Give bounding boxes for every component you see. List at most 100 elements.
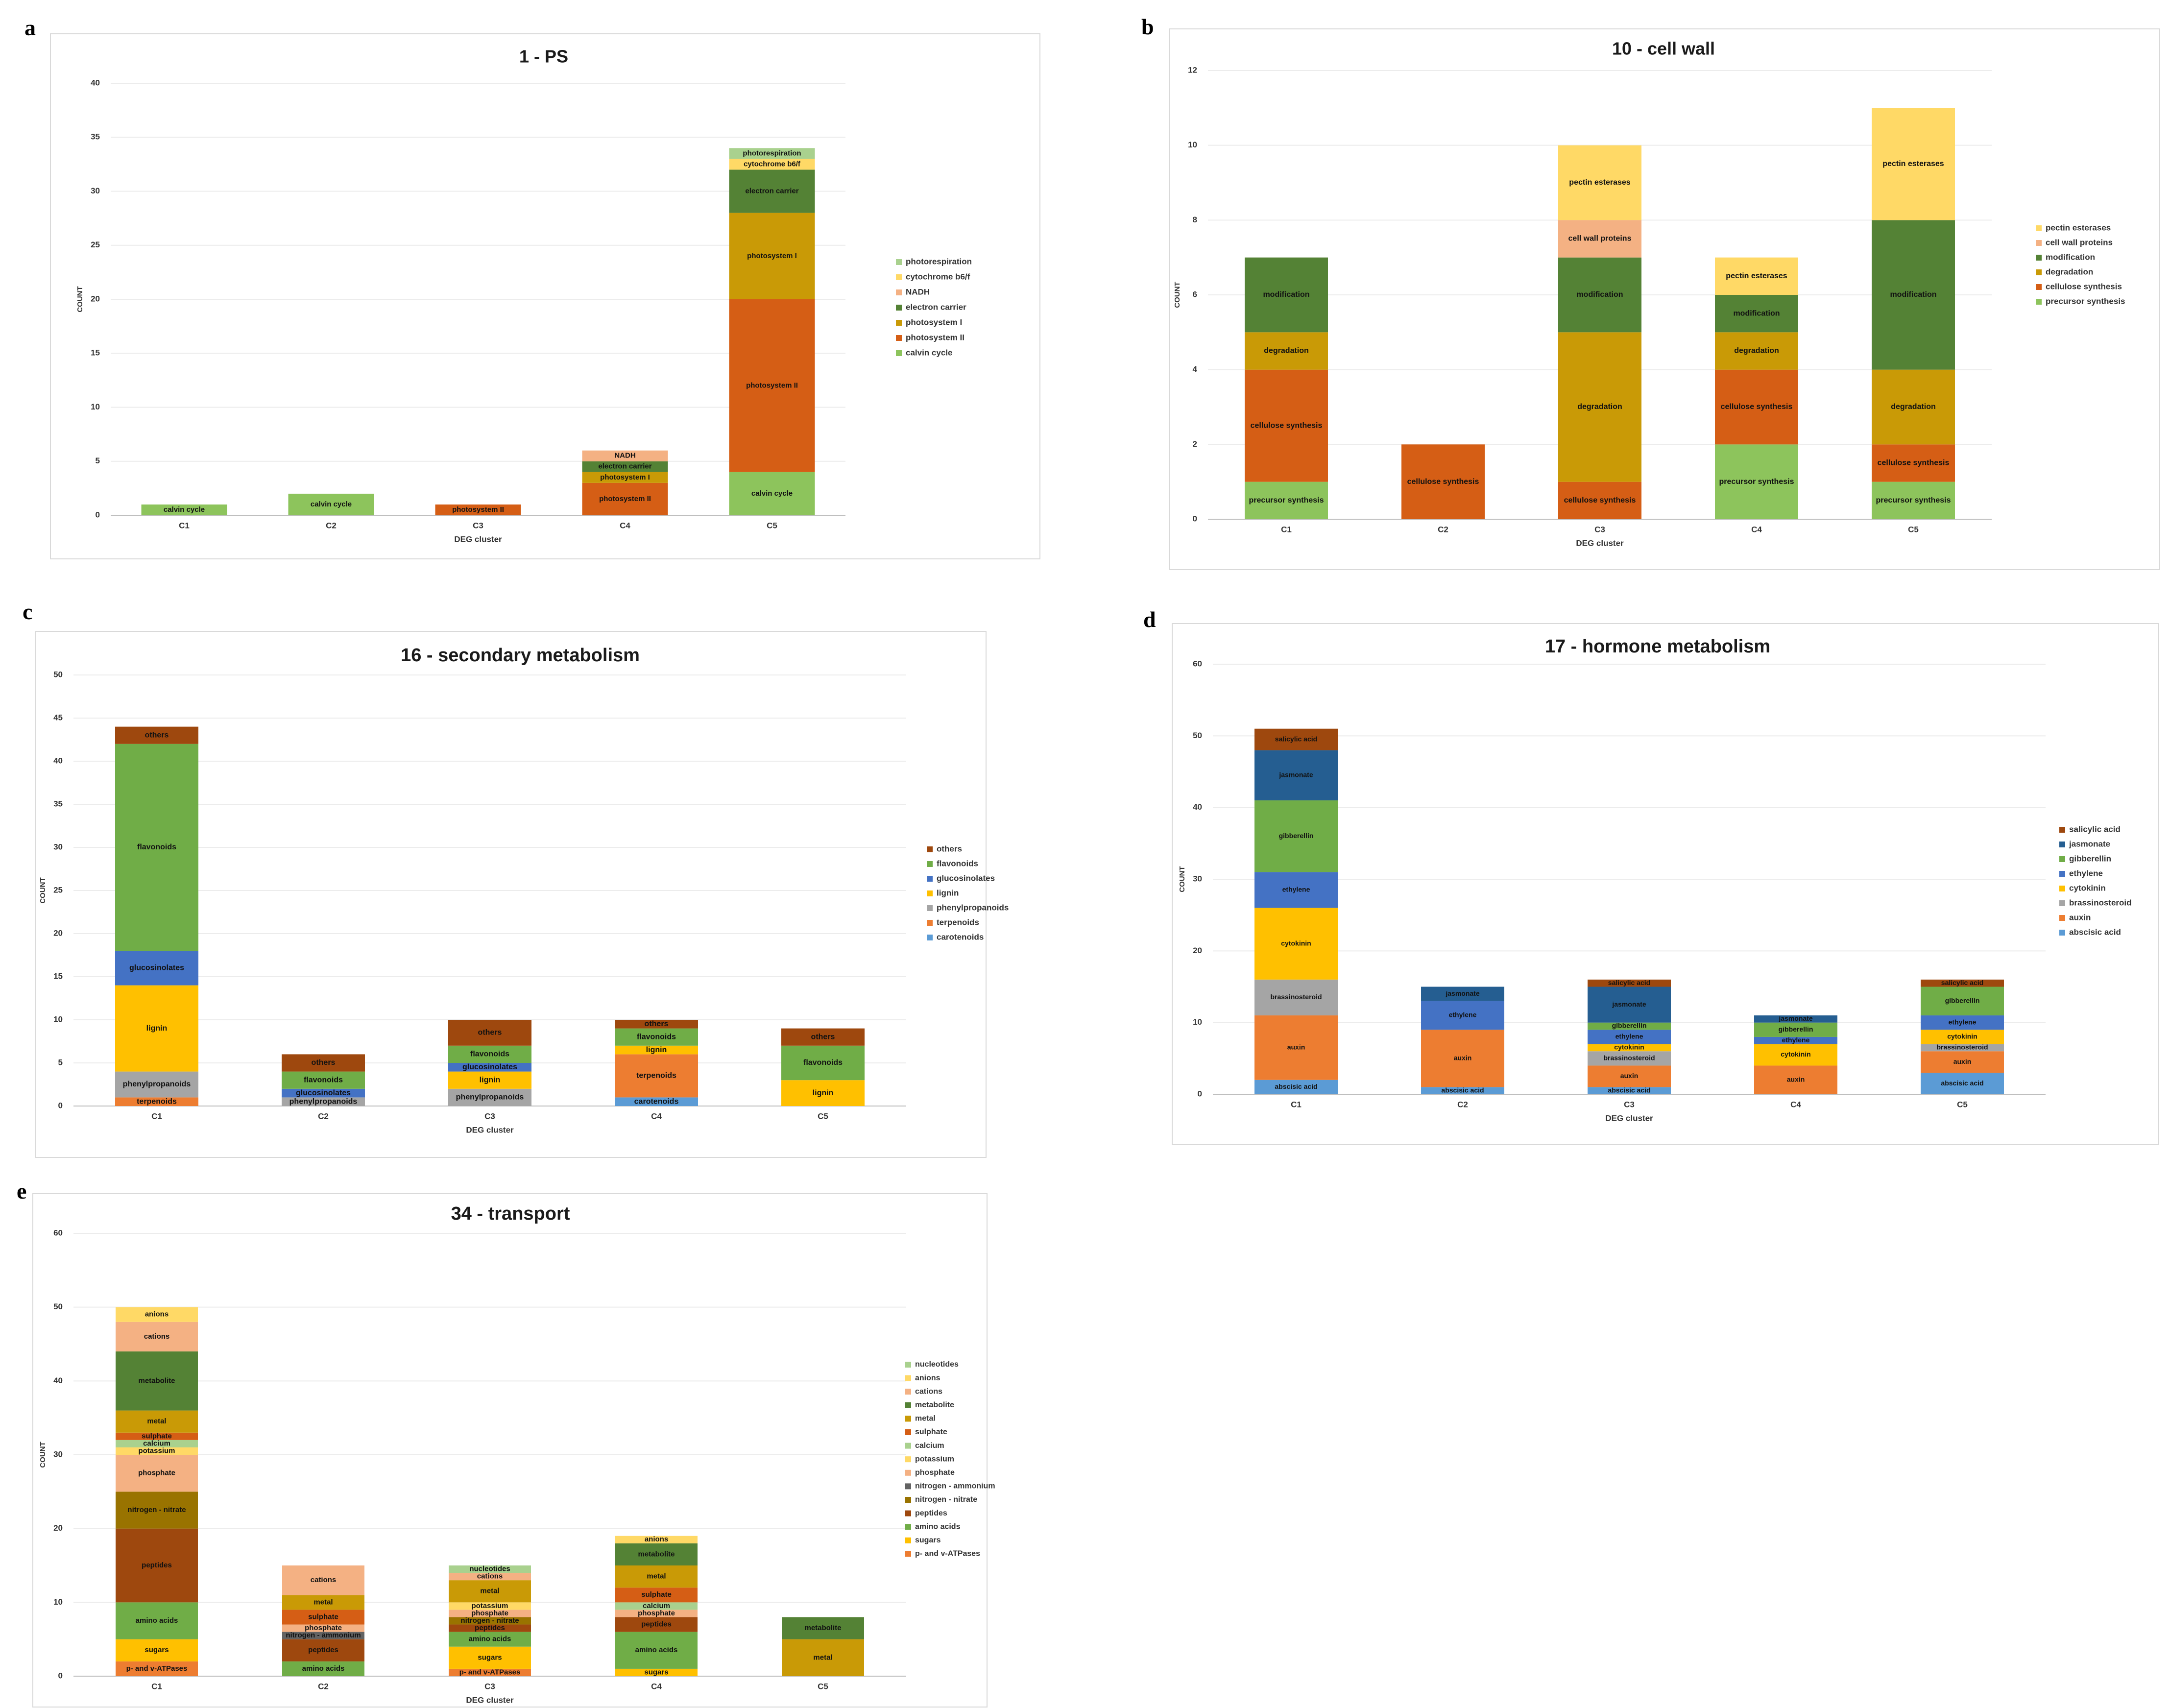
bar-segment-c1-ethylene	[1254, 872, 1338, 908]
bar-segment-c4-flavonoids	[615, 1028, 698, 1046]
bar-label-c2-phosphate: phosphate	[305, 1624, 342, 1632]
chart-ps: 1 - PS 0 5 10 15 20 25 30 35 40 COUNT DEG cluster C1…	[50, 33, 1040, 559]
bar-segment-c4-gibberellin	[1754, 1022, 1837, 1037]
y-tick-label: 50	[53, 670, 63, 679]
bar-segment-c3-amino-acids	[449, 1632, 531, 1647]
bar-segment-c1-gibberellin	[1254, 800, 1338, 872]
legend-swatch-metabolite	[905, 1402, 911, 1408]
bar-label-c4-terpenoids: terpenoids	[636, 1072, 676, 1080]
bar-label-c1-cytokinin: cytokinin	[1281, 939, 1311, 947]
bar-label-c3-metal: metal	[480, 1587, 499, 1595]
x-tick-label-c5: C5	[767, 521, 777, 530]
bar-segment-c4-photosystem-ii	[582, 482, 668, 515]
bar-segment-c5-abscisic-acid	[1921, 1073, 2004, 1094]
x-tick-label-c5: C5	[1957, 1100, 1968, 1109]
legend-label-photosystem-i: photosystem I	[906, 317, 962, 327]
legend-swatch-ethylene	[2059, 871, 2065, 877]
bar-label-c3-pectin-esterases: pectin esterases	[1569, 178, 1631, 187]
bar-label-c2-calvin-cycle: calvin cycle	[311, 500, 352, 508]
legend-swatch-electron-carrier	[896, 305, 902, 311]
y-tick-label: 20	[53, 1523, 63, 1533]
legend-label-salicylic-acid: salicylic acid	[2069, 824, 2121, 834]
bar-label-c1-salicylic-acid: salicylic acid	[1275, 735, 1317, 743]
chart-title: 34 - transport	[451, 1203, 570, 1224]
bar-segment-c4-calcium	[615, 1602, 698, 1610]
y-tick-label: 10	[1193, 1017, 1202, 1027]
bar-label-c3-amino-acids: amino acids	[469, 1635, 511, 1643]
legend-label-others: others	[937, 844, 962, 853]
bar-segment-c4-photosystem-i	[582, 472, 668, 483]
bar-label-c5-lignin: lignin	[813, 1089, 834, 1097]
bar-label-c3-abscisic-acid: abscisic acid	[1608, 1086, 1650, 1094]
legend-label-glucosinolates: glucosinolates	[937, 873, 995, 883]
bar-label-c1-precursor-synthesis: precursor synthesis	[1249, 496, 1324, 505]
bar-segment-c3-photosystem-ii	[435, 504, 521, 515]
chart-title: 10 - cell wall	[1612, 39, 1715, 59]
legend-swatch-gibberellin	[2059, 856, 2065, 862]
legend-label-gibberellin: gibberellin	[2069, 854, 2111, 863]
panel-letter-a: a	[24, 15, 36, 40]
bar-segment-c3-nucleotides	[449, 1565, 531, 1573]
bar-label-c4-metal: metal	[647, 1572, 666, 1581]
bar-label-c1-p-and-v-atpases: p- and v-ATPases	[126, 1664, 188, 1673]
bar-segment-c1-peptides	[116, 1528, 198, 1603]
bar-label-c3-jasmonate: jasmonate	[1612, 1000, 1646, 1008]
legend-swatch-p-and-v-atpases	[905, 1551, 911, 1557]
bar-segment-c2-nitrogen-ammonium	[282, 1632, 364, 1639]
x-tick-label-c2: C2	[1438, 525, 1448, 534]
x-tick-label-c5: C5	[818, 1111, 828, 1121]
bar-segment-c2-metal	[282, 1595, 364, 1610]
bar-segment-c1-flavonoids	[115, 744, 198, 951]
bar-segment-c4-terpenoids	[615, 1054, 698, 1098]
legend-swatch-photosystem-ii	[896, 335, 902, 341]
legend-swatch-phenylpropanoids	[927, 905, 933, 911]
chart-title: 17 - hormone metabolism	[1545, 636, 1770, 657]
y-tick-label: 15	[53, 971, 63, 981]
bar-segment-c4-electron-carrier	[582, 461, 668, 472]
bar-segment-c3-cations	[449, 1573, 531, 1581]
bar-segment-c5-flavonoids	[781, 1045, 865, 1081]
bar-segment-c2-ethylene	[1421, 1001, 1504, 1030]
bar-label-c4-calcium: calcium	[643, 1602, 670, 1610]
bar-label-c2-peptides: peptides	[308, 1646, 338, 1654]
bar-label-c5-abscisic-acid: abscisic acid	[1941, 1079, 1983, 1087]
bar-segment-c5-metabolite	[782, 1617, 864, 1639]
legend-swatch-potassium	[905, 1456, 911, 1463]
bar-label-c1-glucosinolates: glucosinolates	[129, 964, 184, 972]
y-tick-label: 4	[1193, 364, 1198, 374]
bar-segment-c5-brassinosteroid	[1921, 1044, 2004, 1052]
bar-segment-c1-others	[115, 726, 198, 744]
bar-segment-c4-pectin-esterases	[1715, 257, 1798, 295]
x-tick-label-c3: C3	[1594, 525, 1605, 534]
chart-secondary-metabolism-svg: 16 - secondary metabolism 0 5 10 15 20 25 30 35 4…	[39, 645, 1009, 1134]
bar-segment-c3-cellulose-synthesis	[1558, 481, 1641, 519]
bar-label-c1-degradation: degradation	[1264, 347, 1309, 355]
y-tick-label: 12	[1188, 65, 1197, 74]
bar-label-c3-lignin: lignin	[480, 1076, 501, 1084]
bar-label-c3-p-and-v-atpases: p- and v-ATPases	[459, 1668, 521, 1676]
x-tick-label-c2: C2	[1457, 1100, 1468, 1109]
legend-label-electron-carrier: electron carrier	[906, 302, 966, 312]
y-axis-title: COUNT	[76, 286, 84, 312]
legend-swatch-sulphate	[905, 1429, 911, 1435]
legend-label-cellulose-synthesis: cellulose synthesis	[2046, 282, 2122, 291]
x-tick-label-c3: C3	[484, 1682, 495, 1691]
bar-segment-c3-others	[448, 1020, 531, 1046]
legend-swatch-nucleotides	[905, 1362, 911, 1368]
bar-segment-c2-flavonoids	[282, 1071, 365, 1089]
legend-label-nitrogen-nitrate: nitrogen - nitrate	[915, 1495, 977, 1504]
bar-label-c1-anions: anions	[145, 1310, 169, 1319]
y-tick-label: 0	[58, 1101, 63, 1110]
legend-swatch-cations	[905, 1389, 911, 1395]
bar-label-c3-cytokinin: cytokinin	[1614, 1043, 1644, 1051]
y-tick-label: 35	[53, 799, 63, 808]
x-axis-title: DEG cluster	[466, 1125, 514, 1134]
bar-segment-c5-cytokinin	[1921, 1030, 2004, 1044]
bar-segment-c4-lignin	[615, 1045, 698, 1055]
legend-swatch-photosystem-i	[896, 320, 902, 326]
legend-label-p-and-v-atpases: p- and v-ATPases	[915, 1550, 980, 1558]
bar-label-c1-potassium: potassium	[138, 1446, 175, 1455]
y-tick-label: 40	[91, 78, 100, 87]
bar-label-c3-phosphate: phosphate	[471, 1609, 508, 1617]
legend-swatch-brassinosteroid	[2059, 900, 2065, 906]
